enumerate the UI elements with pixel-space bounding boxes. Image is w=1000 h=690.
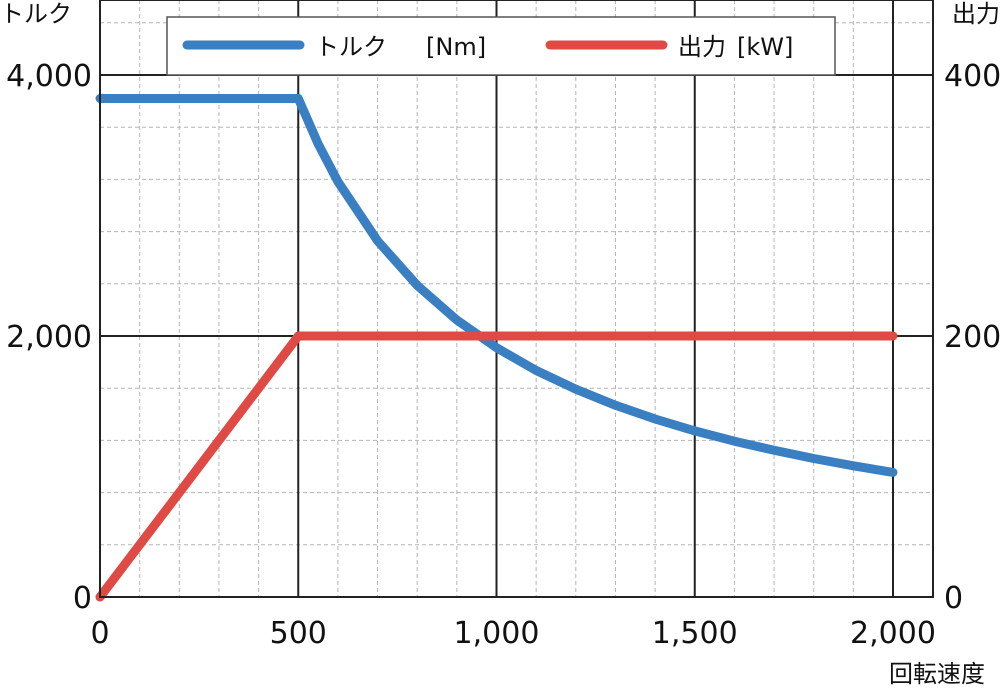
x-tick-labels: 0 500 1,000 1,500 2,000 xyxy=(90,616,935,651)
y-right-tick-labels: 0 200 400 xyxy=(944,59,1000,616)
legend: トルク [Nm] 出力 [kW] xyxy=(166,16,836,76)
y-left-tick-labels: 0 2,000 4,000 xyxy=(6,59,92,616)
y-right-tick-label: 0 xyxy=(944,581,963,616)
legend-label-torque: トルク xyxy=(315,33,387,61)
legend-label-power: 出力 xyxy=(678,33,726,61)
y-left-tick-label: 4,000 xyxy=(6,59,92,94)
x-tick-label: 2,000 xyxy=(850,616,936,651)
plot-frame xyxy=(99,0,934,598)
x-tick-label: 1,000 xyxy=(454,616,540,651)
y-right-tick-label: 200 xyxy=(944,320,1000,355)
y-right-tick-label: 400 xyxy=(944,59,1000,94)
series-line-power xyxy=(95,331,898,602)
x-axis-title: 回転速度 xyxy=(889,660,985,688)
x-tick-label: 0 xyxy=(90,616,109,651)
x-tick-label: 1,500 xyxy=(652,616,738,651)
series-layer xyxy=(95,94,898,602)
x-tick-label: 500 xyxy=(270,616,327,651)
plot-area xyxy=(100,0,933,597)
y-left-axis-title: トルク xyxy=(0,0,72,28)
y-right-axis-title: 出力 xyxy=(952,0,1000,28)
legend-unit-torque: [Nm] xyxy=(426,33,486,61)
y-left-tick-label: 0 xyxy=(73,581,92,616)
legend-unit-power: [kW] xyxy=(737,33,793,61)
y-left-tick-label: 2,000 xyxy=(6,320,92,355)
series-line-torque xyxy=(95,94,898,477)
